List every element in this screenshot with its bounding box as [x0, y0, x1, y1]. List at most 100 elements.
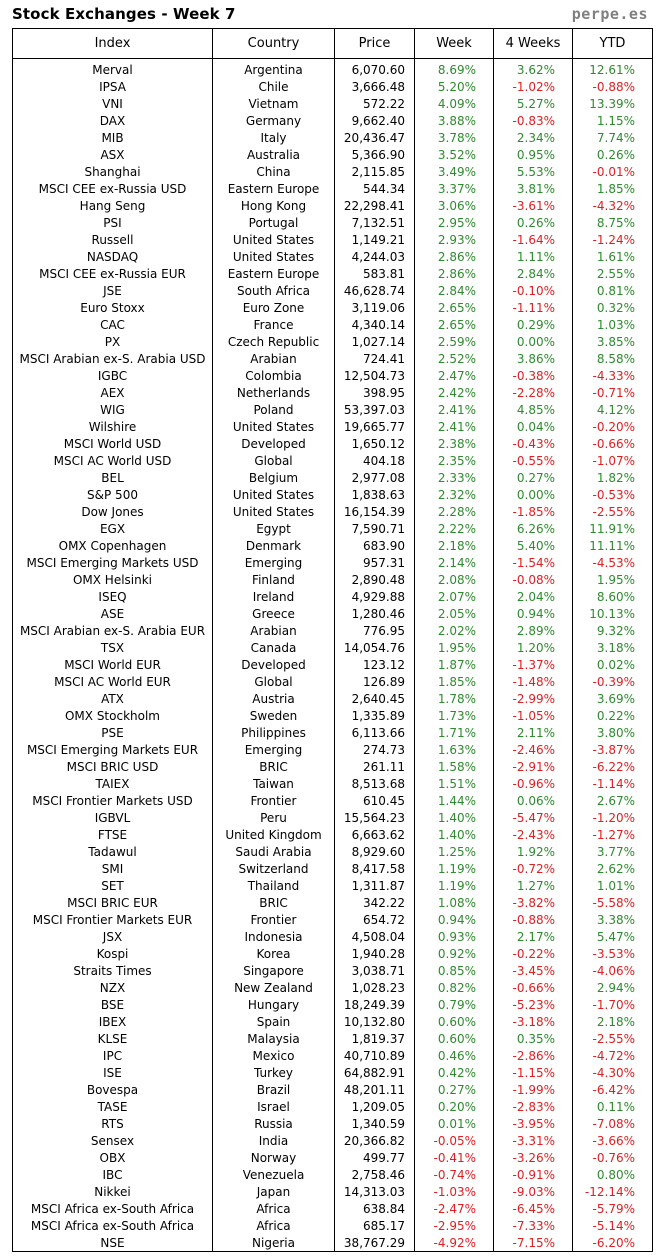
country-cell: Eastern Europe	[212, 265, 335, 282]
country-cell: Korea	[212, 945, 335, 962]
price-cell: 776.95	[334, 622, 415, 639]
country-cell: Global	[212, 452, 335, 469]
week-cell: 1.78%	[414, 690, 494, 707]
country-cell: Finland	[212, 571, 335, 588]
country-cell: Colombia	[212, 367, 335, 384]
week-cell: 1.63%	[414, 741, 494, 758]
ytd-cell: -4.06%	[572, 962, 653, 979]
week-cell: 2.86%	[414, 248, 494, 265]
country-cell: BRIC	[212, 894, 335, 911]
table-row: NASDAQ United States 4,244.03 2.86% 1.11% 1.6…	[12, 248, 653, 265]
page-header: Stock Exchanges - Week 7 perpe.es	[0, 0, 664, 28]
country-cell: United States	[212, 503, 335, 520]
week-cell: 2.28%	[414, 503, 494, 520]
country-cell: Netherlands	[212, 384, 335, 401]
index-cell: EGX	[12, 520, 213, 537]
price-cell: 2,115.85	[334, 163, 415, 180]
four-weeks-cell: -1.48%	[493, 673, 573, 690]
price-cell: 398.95	[334, 384, 415, 401]
four-weeks-cell: -2.99%	[493, 690, 573, 707]
price-cell: 8,417.58	[334, 860, 415, 877]
table-row: VNI Vietnam 572.22 4.09% 5.27% 13.39%	[12, 95, 653, 112]
ytd-cell: -0.66%	[572, 435, 653, 452]
four-weeks-cell: 0.00%	[493, 486, 573, 503]
ytd-cell: 12.61%	[572, 58, 653, 78]
four-weeks-cell: -0.96%	[493, 775, 573, 792]
country-cell: Chile	[212, 78, 335, 95]
ytd-cell: -0.53%	[572, 486, 653, 503]
index-cell: MSCI Arabian ex-S. Arabia EUR	[12, 622, 213, 639]
ytd-cell: 9.32%	[572, 622, 653, 639]
country-cell: Emerging	[212, 741, 335, 758]
table-row: IGBC Colombia 12,504.73 2.47% -0.38% -4.33%	[12, 367, 653, 384]
ytd-cell: -3.53%	[572, 945, 653, 962]
four-weeks-cell: -1.85%	[493, 503, 573, 520]
week-cell: 0.60%	[414, 1013, 494, 1030]
week-cell: 2.86%	[414, 265, 494, 282]
table-row: JSX Indonesia 4,508.04 0.93% 2.17% 5.47%	[12, 928, 653, 945]
price-cell: 6,113.66	[334, 724, 415, 741]
index-cell: Sensex	[12, 1132, 213, 1149]
week-cell: 0.46%	[414, 1047, 494, 1064]
four-weeks-cell: -3.95%	[493, 1115, 573, 1132]
four-weeks-cell: 0.29%	[493, 316, 573, 333]
table-row: Straits Times Singapore 3,038.71 0.85% -3.45…	[12, 962, 653, 979]
price-cell: 4,929.88	[334, 588, 415, 605]
four-weeks-cell: 2.34%	[493, 129, 573, 146]
country-cell: Arabian	[212, 350, 335, 367]
ytd-cell: 3.38%	[572, 911, 653, 928]
four-weeks-cell: 4.85%	[493, 401, 573, 418]
table-row: AEX Netherlands 398.95 2.42% -2.28% -0.71%	[12, 384, 653, 401]
ytd-cell: 1.15%	[572, 112, 653, 129]
ytd-cell: -4.32%	[572, 197, 653, 214]
country-cell: Emerging	[212, 554, 335, 571]
index-cell: Euro Stoxx	[12, 299, 213, 316]
four-weeks-cell: 5.40%	[493, 537, 573, 554]
table-row: MSCI World USD Developed 1,650.12 2.38% -0.4…	[12, 435, 653, 452]
country-cell: Sweden	[212, 707, 335, 724]
four-weeks-cell: -2.43%	[493, 826, 573, 843]
country-cell: Israel	[212, 1098, 335, 1115]
table-row: WIG Poland 53,397.03 2.41% 4.85% 4.12%	[12, 401, 653, 418]
table-row: MSCI AC World EUR Global 126.89 1.85% -1.48%…	[12, 673, 653, 690]
ytd-cell: 0.81%	[572, 282, 653, 299]
country-cell: Poland	[212, 401, 335, 418]
ytd-cell: -2.55%	[572, 1030, 653, 1047]
index-cell: IGBVL	[12, 809, 213, 826]
ytd-cell: -5.58%	[572, 894, 653, 911]
table-row: SMI Switzerland 8,417.58 1.19% -0.72% 2.62%	[12, 860, 653, 877]
index-cell: JSX	[12, 928, 213, 945]
table-row: Russell United States 1,149.21 2.93% -1.64% -…	[12, 231, 653, 248]
week-cell: 3.52%	[414, 146, 494, 163]
table-row: OMX Copenhagen Denmark 683.90 2.18% 5.40% 11.…	[12, 537, 653, 554]
index-cell: CAC	[12, 316, 213, 333]
week-cell: 5.20%	[414, 78, 494, 95]
index-cell: RTS	[12, 1115, 213, 1132]
ytd-cell: 11.11%	[572, 537, 653, 554]
price-cell: 1,028.23	[334, 979, 415, 996]
table-row: OBX Norway 499.77 -0.41% -3.26% -0.76%	[12, 1149, 653, 1166]
table-row: MSCI CEE ex-Russia EUR Eastern Europe 583.…	[12, 265, 653, 282]
ytd-cell: 3.18%	[572, 639, 653, 656]
table-row: PX Czech Republic 1,027.14 2.59% 0.00% 3.85%	[12, 333, 653, 350]
table-row: NZX New Zealand 1,028.23 0.82% -0.66% 2.94%	[12, 979, 653, 996]
table-row: MSCI Africa ex-South Africa Africa 685.17-…	[12, 1217, 653, 1234]
table-row: DAX Germany 9,662.40 3.88% -0.83% 1.15%	[12, 112, 653, 129]
ytd-cell: 0.26%	[572, 146, 653, 163]
price-cell: 9,662.40	[334, 112, 415, 129]
price-cell: 685.17	[334, 1217, 415, 1234]
country-cell: Italy	[212, 129, 335, 146]
country-cell: Japan	[212, 1183, 335, 1200]
ytd-cell: 1.01%	[572, 877, 653, 894]
week-cell: 0.82%	[414, 979, 494, 996]
country-cell: India	[212, 1132, 335, 1149]
index-cell: TAIEX	[12, 775, 213, 792]
four-weeks-cell: -0.08%	[493, 571, 573, 588]
price-cell: 583.81	[334, 265, 415, 282]
week-cell: 1.40%	[414, 809, 494, 826]
table-row: Wilshire United States 19,665.77 2.41% 0.04%…	[12, 418, 653, 435]
week-cell: 1.95%	[414, 639, 494, 656]
index-cell: MSCI CEE ex-Russia USD	[12, 180, 213, 197]
four-weeks-cell: 5.53%	[493, 163, 573, 180]
country-cell: Turkey	[212, 1064, 335, 1081]
